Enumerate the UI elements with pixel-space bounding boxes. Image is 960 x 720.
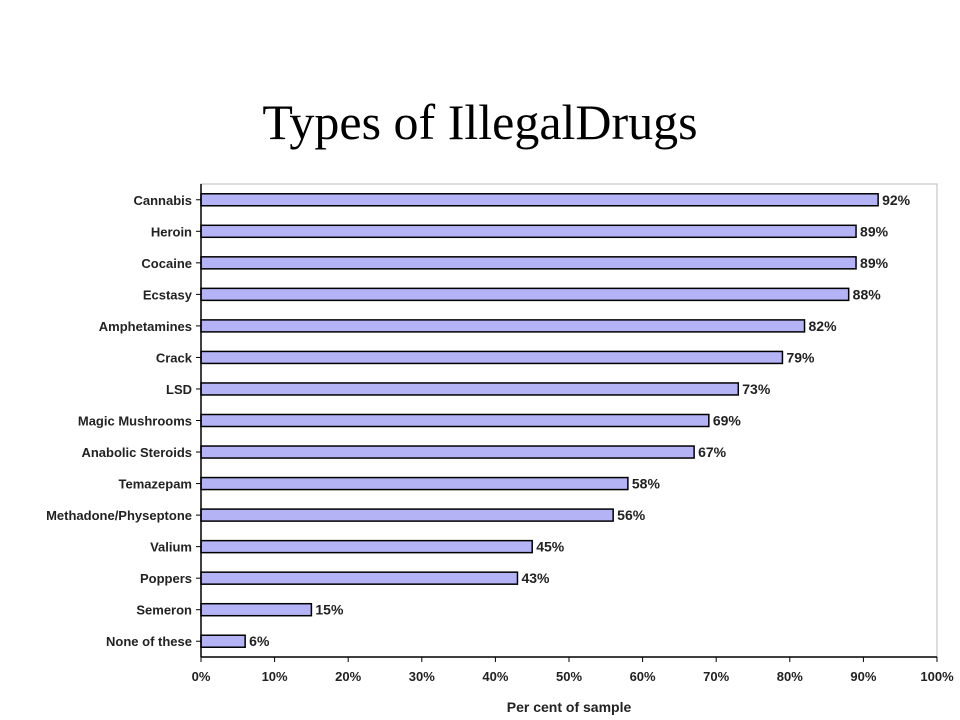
value-label: 58% — [632, 476, 661, 492]
x-tick-label: 100% — [920, 669, 954, 684]
value-label: 89% — [860, 223, 889, 239]
x-tick-label: 50% — [556, 669, 582, 684]
value-label: 45% — [536, 539, 565, 555]
category-label: Temazepam — [119, 477, 192, 492]
value-label: 56% — [617, 507, 646, 523]
category-label: None of these — [106, 634, 192, 649]
category-label: Cannabis — [133, 193, 192, 208]
x-tick-label: 80% — [777, 669, 803, 684]
chart-title: Types of IllegalDrugs — [262, 94, 698, 150]
x-tick-label: 40% — [482, 669, 508, 684]
category-label: LSD — [166, 382, 192, 397]
category-label: Methadone/Physeptone — [46, 508, 192, 523]
value-label: 43% — [521, 570, 550, 586]
x-tick-label: 60% — [630, 669, 656, 684]
category-label: Semeron — [136, 603, 192, 618]
value-label: 92% — [882, 192, 911, 208]
value-label: 6% — [249, 633, 270, 649]
x-axis-label: Per cent of sample — [507, 699, 632, 715]
category-label: Poppers — [140, 571, 192, 586]
bar — [200, 224, 857, 239]
bars-group: Cannabis 92% Heroin 89% Cocaine 89% Ecstasy 88%… — [46, 192, 911, 649]
value-label: 79% — [786, 349, 815, 365]
category-label: Heroin — [151, 224, 192, 239]
bar — [200, 539, 533, 554]
value-label: 69% — [713, 413, 742, 429]
bar — [200, 445, 695, 459]
x-tick-label: 10% — [262, 669, 288, 684]
x-tick-label: 70% — [703, 669, 729, 684]
value-label: 67% — [698, 444, 727, 460]
x-ticks-group: 0% 10% 20% 30% 40% 50% 60% 70% 80% 90% 100% — [192, 657, 954, 684]
category-label: Anabolic Steroids — [81, 445, 192, 460]
category-label: Ecstasy — [143, 287, 193, 302]
bar — [200, 350, 784, 365]
bar — [200, 287, 850, 302]
bar — [200, 413, 710, 428]
value-label: 73% — [742, 381, 771, 397]
bar — [200, 193, 879, 207]
bar — [200, 382, 740, 396]
value-label: 15% — [315, 602, 344, 618]
category-label: Magic Mushrooms — [78, 414, 192, 429]
bar — [200, 634, 246, 648]
bar — [200, 602, 313, 617]
bar — [200, 508, 614, 522]
bar — [200, 476, 629, 491]
category-label: Cocaine — [141, 256, 192, 271]
bar — [200, 319, 806, 333]
value-label: 88% — [853, 286, 882, 302]
value-label: 82% — [809, 318, 838, 334]
value-label: 89% — [860, 255, 889, 271]
x-tick-label: 30% — [409, 669, 435, 684]
category-label: Crack — [156, 350, 193, 365]
bar — [200, 256, 857, 270]
x-tick-label: 90% — [850, 669, 876, 684]
category-label: Valium — [150, 540, 192, 555]
category-label: Amphetamines — [99, 319, 192, 334]
bar — [200, 571, 519, 585]
x-tick-label: 20% — [335, 669, 361, 684]
x-tick-label: 0% — [192, 669, 211, 684]
